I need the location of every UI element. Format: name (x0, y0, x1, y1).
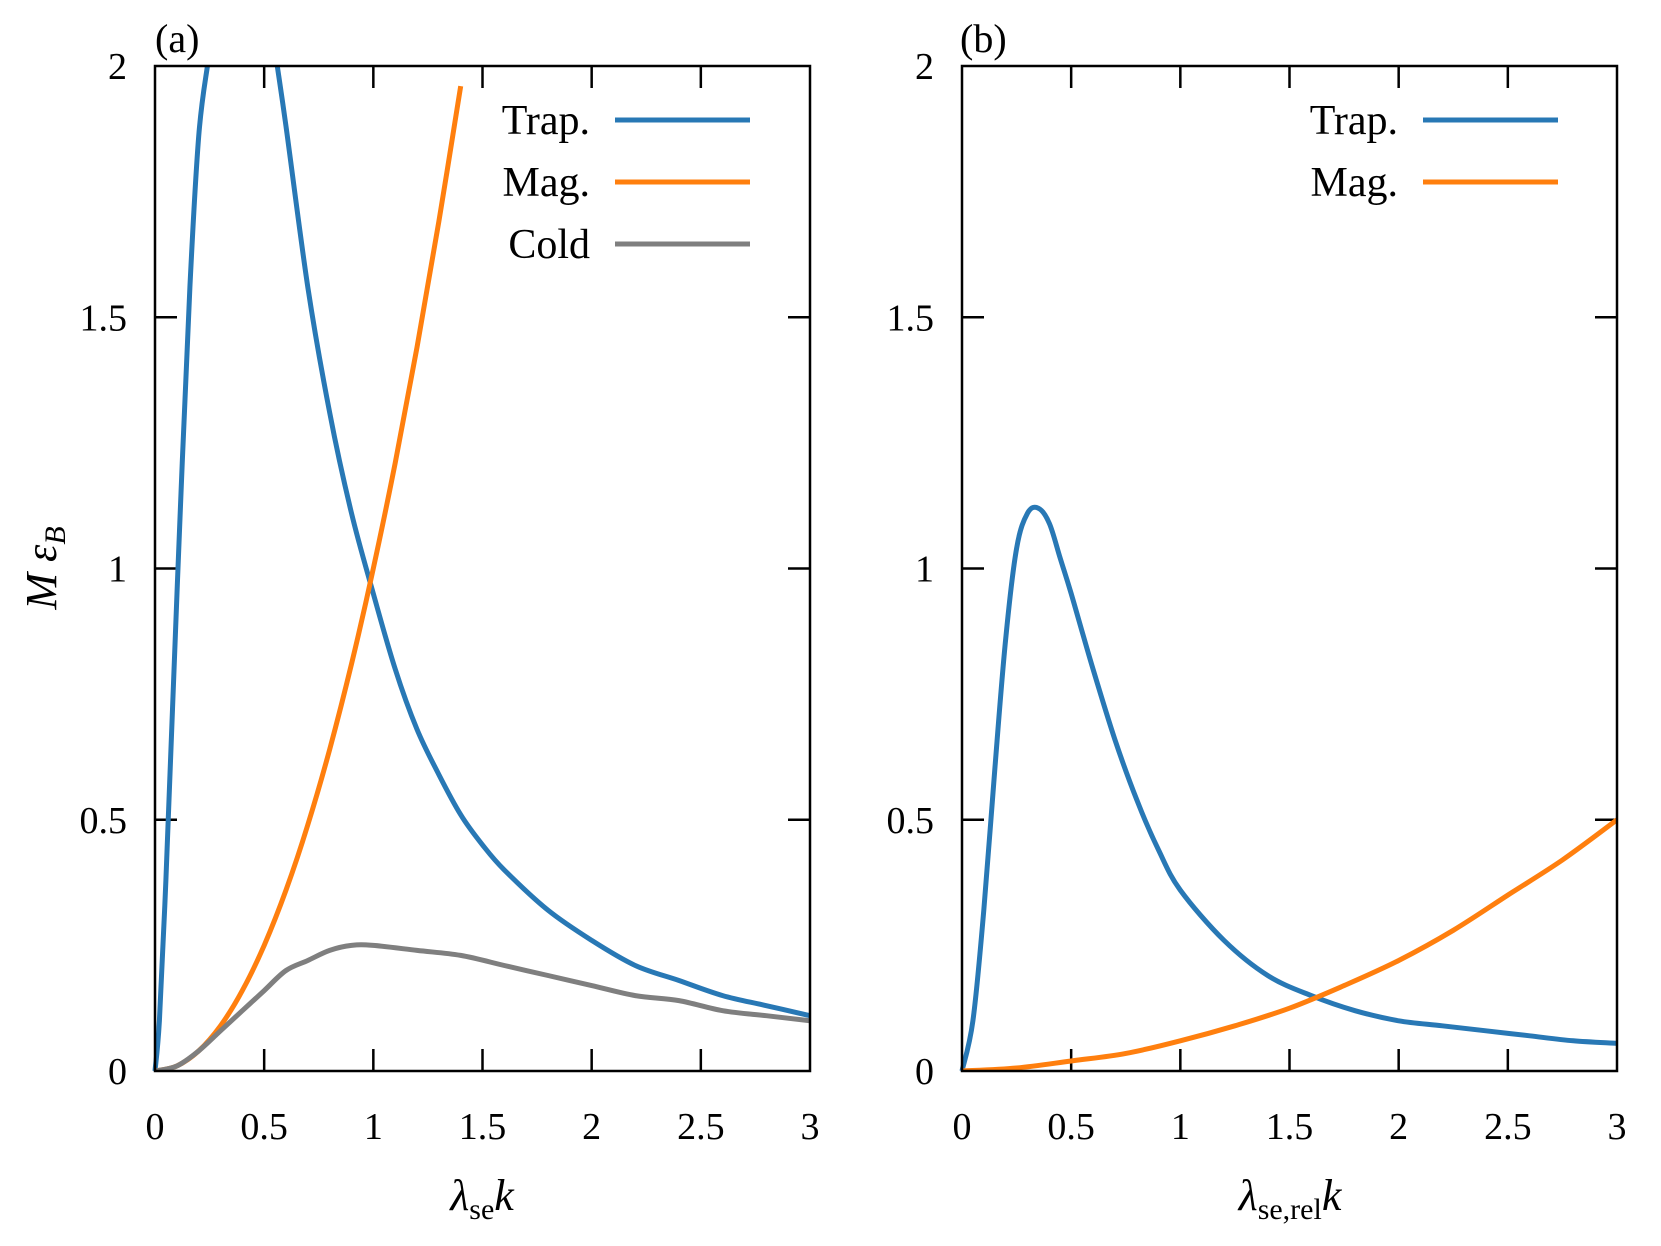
x-tick-label: 3 (801, 1106, 820, 1148)
panel-a-legend: Trap. Mag. Cold (502, 98, 750, 268)
series-trap-line (152, 66, 210, 1071)
series-mag-line (961, 817, 1618, 1071)
y-tick-label: 1 (915, 549, 934, 591)
series-trap-line (274, 66, 810, 1019)
x-tick-label: 0 (146, 1106, 165, 1148)
panel-b-ticks: 0 0.5 1 1.5 2 2.5 3 0 0.5 1 1.5 2 (887, 46, 1627, 1148)
x-tick-label: 2 (582, 1106, 601, 1148)
x-tick-label: 3 (1608, 1106, 1627, 1148)
panel-a-frame (153, 64, 812, 1073)
panel-b-legend: Trap. Mag. (1310, 98, 1558, 206)
y-tick-label: 0 (108, 1051, 127, 1093)
x-tick-label: 0.5 (240, 1106, 288, 1148)
x-tick-label: 1.5 (1266, 1106, 1314, 1148)
x-tick-label: 1 (1171, 1106, 1190, 1148)
legend-label-mag: Mag. (503, 160, 591, 206)
x-tick-label: 0.5 (1047, 1106, 1095, 1148)
y-tick-label: 1.5 (80, 297, 128, 339)
panel-a-label: (a) (155, 16, 199, 61)
y-tick-label: 1.5 (887, 297, 935, 339)
panel-a-curves (152, 66, 810, 1071)
series-cold-line (154, 942, 810, 1071)
x-tick-label: 1 (364, 1106, 383, 1148)
panel-b-x-axis-label: λse,relk (1237, 1171, 1343, 1226)
legend-label-trap: Trap. (502, 98, 590, 144)
x-tick-label: 2.5 (677, 1106, 725, 1148)
y-tick-label: 0.5 (80, 800, 128, 842)
x-tick-label: 2.5 (1484, 1106, 1532, 1148)
series-trap-line (959, 504, 1618, 1071)
panel-b-frame (960, 64, 1619, 1073)
y-tick-label: 2 (915, 46, 934, 88)
x-tick-label: 2 (1389, 1106, 1408, 1148)
y-tick-label: 2 (108, 46, 127, 88)
legend-label-cold: Cold (508, 222, 590, 268)
panel-a: (a) 0 0.5 1 1.5 2 2.5 3 0 0.5 1 1.5 2 Trap. Mag. Cold… (17, 16, 820, 1226)
series-mag-line (154, 85, 464, 1071)
y-tick-label: 0 (915, 1051, 934, 1093)
panel-a-y-axis-label: M εB (17, 526, 72, 610)
legend-label-mag: Mag. (1311, 160, 1399, 206)
panel-b-curves (959, 504, 1618, 1071)
panel-b: (b) 0 0.5 1 1.5 2 2.5 3 0 0.5 1 1.5 2 Trap. Mag. λse… (887, 16, 1627, 1226)
x-tick-label: 0 (953, 1106, 972, 1148)
panel-a-ticks: 0 0.5 1 1.5 2 2.5 3 0 0.5 1 1.5 2 (80, 46, 820, 1148)
legend-label-trap: Trap. (1310, 98, 1398, 144)
y-tick-label: 0.5 (887, 800, 935, 842)
x-tick-label: 1.5 (459, 1106, 507, 1148)
panel-a-x-axis-label: λsek (448, 1171, 515, 1226)
y-tick-label: 1 (108, 549, 127, 591)
panel-b-label: (b) (960, 16, 1007, 61)
